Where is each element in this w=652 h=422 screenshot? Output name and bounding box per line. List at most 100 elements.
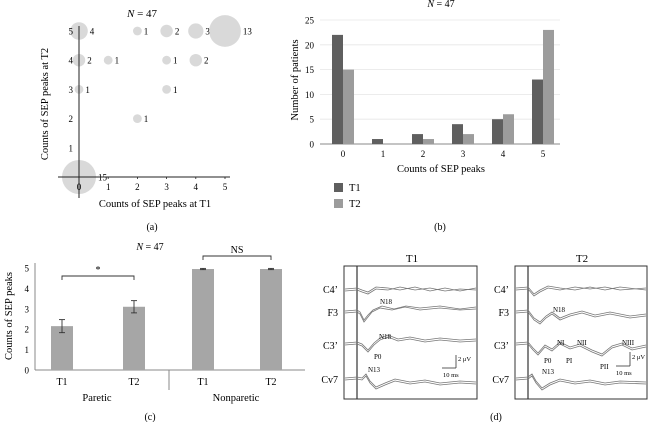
waveform-t1-title: T1 — [406, 253, 418, 265]
panel-c-group-paretic: Paretic — [82, 393, 111, 404]
legend-label-t1: T1 — [349, 183, 361, 194]
waveform-t1-channel-f3: F3 — [327, 308, 338, 319]
panel-b-bars — [332, 29, 554, 145]
waveform-t2-scale-bar: 2 μV 10 ms — [616, 352, 645, 377]
bubble-count-1: 1 — [85, 85, 90, 95]
legend-swatch-t2 — [334, 199, 343, 208]
panel-d: T1 C4’ F3 C3’ Cv7 N18 N18 P0 N13 2 μV 10… — [321, 253, 648, 422]
bubble-8 — [162, 55, 172, 65]
bar-t2-2 — [423, 139, 434, 144]
waveform-t2-scale-amp: 2 μV — [632, 354, 645, 361]
bubble-count-6: 1 — [144, 27, 149, 37]
significance-label-1: NS — [231, 245, 244, 256]
panel-b-x-tick: 5 — [541, 149, 546, 159]
panel-c-bar-0 — [51, 326, 73, 370]
panel-a-label: (a) — [146, 222, 157, 233]
bubble-3 — [103, 55, 113, 65]
panel-c-y-tick: 0 — [25, 366, 30, 376]
bar-t1-5 — [532, 79, 543, 144]
bar-t2-5 — [543, 29, 554, 145]
panel-a-x-tick: 2 — [135, 182, 140, 192]
significance-label-0: * — [96, 265, 101, 276]
waveform-t2-scale-time: 10 ms — [616, 370, 632, 377]
bubble-count-7: 1 — [173, 85, 178, 95]
panel-b-x-tick: 2 — [421, 149, 426, 159]
waveform-t2-peak-p0: P0 — [544, 357, 552, 365]
bar-t2-3 — [463, 134, 474, 144]
bubble-count-5: 1 — [144, 114, 149, 124]
panel-c-label: (c) — [144, 412, 155, 422]
bubble-7 — [162, 85, 172, 94]
waveform-t2-peak-n18: N18 — [553, 306, 566, 314]
waveform-t1-peak-n18-f3: N18 — [380, 298, 393, 306]
panel-c-group-nonparetic: Nonparetic — [213, 393, 260, 404]
panel-b-legend: T1 T2 — [334, 183, 361, 210]
panel-c-y-tick: 1 — [25, 345, 30, 355]
panel-c-bar-2 — [192, 269, 214, 370]
bar-t1-0 — [332, 34, 343, 144]
legend-swatch-t1 — [334, 183, 343, 192]
waveform-t2-channel-f3: F3 — [498, 308, 509, 319]
waveform-t2-peak-ni: NI — [557, 339, 565, 347]
waveform-t2-peak-pii: PII — [600, 363, 609, 371]
panel-b: N = 47 0 5 10 15 20 25 0 1 2 3 4 5 Number of patie… — [290, 0, 560, 233]
panel-c-title: N = 47 — [135, 242, 163, 253]
panel-c-x-ticks: T1 T2 T1 T2 — [56, 377, 276, 388]
waveform-t2-peak-niii: NIII — [622, 339, 635, 347]
bubble-12 — [209, 15, 241, 47]
panel-a-y-tick: 4 — [69, 56, 74, 66]
panel-b-x-tick: 0 — [341, 149, 346, 159]
panel-a-y-tick: 3 — [69, 85, 74, 95]
bar-t2-0 — [343, 69, 354, 144]
panel-a-y-tick: 5 — [69, 27, 74, 37]
panel-a-x-tick: 0 — [77, 182, 82, 192]
panel-c-y-tick: 3 — [25, 304, 30, 314]
panel-a-x-ticks: 0 1 2 3 4 5 — [77, 177, 228, 192]
panel-a-x-label: Counts of SEP peaks at T1 — [99, 199, 211, 210]
panel-c-y-tick: 2 — [25, 325, 30, 335]
panel-a-title: N = 47 — [126, 8, 158, 20]
panel-b-x-tick: 4 — [501, 149, 506, 159]
significance-bracket-0 — [61, 275, 135, 280]
bubble-count-2: 2 — [87, 56, 92, 66]
panel-b-y-tick: 15 — [305, 65, 315, 75]
waveform-t2-channel-cv7: Cv7 — [492, 375, 509, 386]
panel-b-y-label: Number of patients — [290, 39, 301, 120]
waveform-t1-channel-c4: C4’ — [323, 285, 338, 296]
panel-c-x-tick: T1 — [197, 377, 208, 388]
panel-c-y-tick: 5 — [25, 264, 30, 274]
panel-b-y-ticks: 0 5 10 15 20 25 — [305, 16, 560, 150]
panel-c-y-tick: 4 — [25, 284, 30, 294]
waveform-t1-channel-c3: C3’ — [323, 341, 338, 352]
waveform-t1-scale-time: 10 ms — [443, 372, 459, 379]
waveform-t1-peak-p0: P0 — [374, 353, 382, 361]
panel-a-x-tick: 4 — [194, 182, 199, 192]
bar-t1-3 — [452, 124, 463, 144]
waveform-t2-traces — [515, 285, 647, 391]
bar-t2-4 — [503, 114, 514, 144]
waveform-t2-channel-c4: C4’ — [494, 285, 509, 296]
bubble-9 — [160, 24, 173, 38]
bubble-6 — [133, 26, 142, 36]
panel-c-x-tick: T2 — [128, 377, 139, 388]
panel-a-x-tick: 3 — [164, 182, 169, 192]
panel-b-y-tick: 10 — [305, 90, 315, 100]
panel-a-y-tick: 2 — [69, 114, 74, 124]
panel-a-y-tick: 1 — [69, 143, 74, 153]
panel-b-y-tick: 0 — [310, 140, 315, 150]
panel-c-significance: * NS — [61, 245, 272, 280]
panel-c-bar-3 — [260, 269, 282, 370]
bar-t1-4 — [492, 119, 503, 144]
panel-a-x-tick: 5 — [223, 182, 228, 192]
bubble-5 — [133, 114, 142, 123]
legend-label-t2: T2 — [349, 199, 361, 210]
bubble-count-12: 13 — [243, 27, 253, 37]
bubble-count-9: 2 — [175, 27, 180, 37]
panel-b-x-tick: 1 — [381, 149, 386, 159]
panel-b-x-ticks: 0 1 2 3 4 5 — [341, 149, 546, 159]
waveform-t2-channel-c3: C3’ — [494, 341, 509, 352]
panel-c: N = 47 0 1 2 3 4 5 * NS T1 T2 T1 T2 Paretic Nonpa… — [4, 242, 305, 422]
waveform-t1-peak-n18-c3: N18 — [379, 333, 392, 341]
